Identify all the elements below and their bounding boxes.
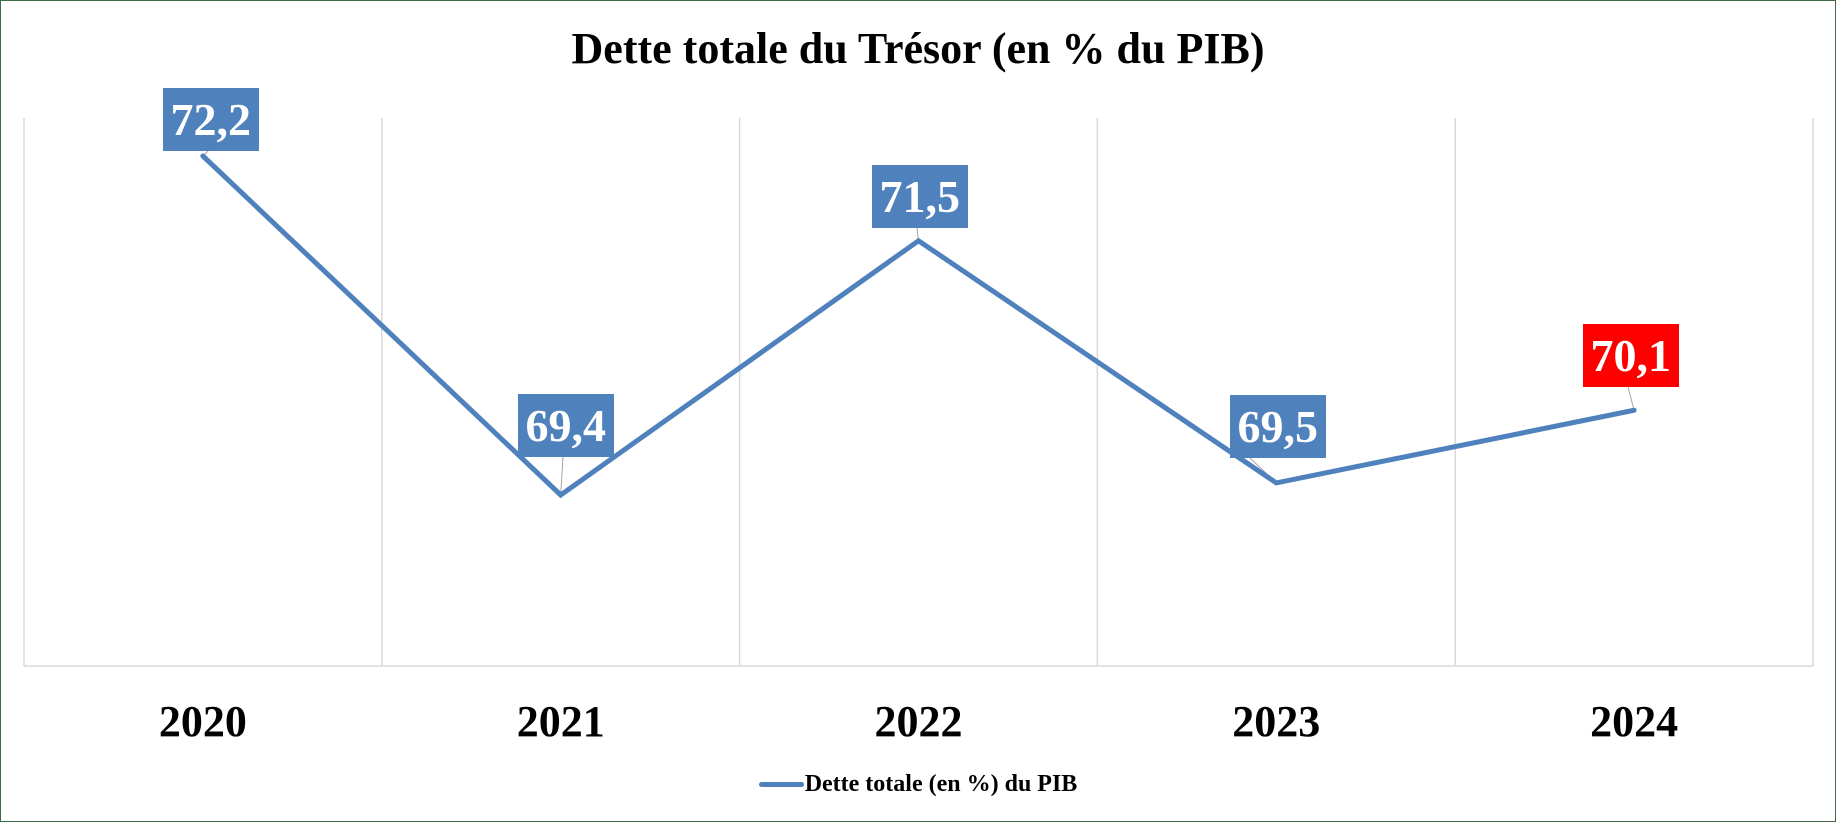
x-axis-label: 2022 xyxy=(874,697,963,746)
legend-label: Dette totale (en %) du PIB xyxy=(804,771,1078,797)
x-axis-label: 2021 xyxy=(516,697,605,746)
series-line xyxy=(200,153,1637,499)
data-label: 69,4 xyxy=(517,394,614,457)
leader-line xyxy=(560,456,564,496)
x-axis-label: 2023 xyxy=(1232,697,1321,746)
legend: Dette totale (en %) du PIB xyxy=(1,771,1835,798)
line-swatch-icon xyxy=(758,782,804,787)
data-label: 72,2 xyxy=(162,88,259,151)
data-label: 71,5 xyxy=(871,165,968,228)
x-axis-label: 2024 xyxy=(1590,697,1679,746)
data-label: 70,1 xyxy=(1582,324,1679,387)
x-axis-label: 2020 xyxy=(158,697,247,746)
data-label: 69,5 xyxy=(1229,395,1326,458)
chart-title: Dette totale du Trésor (en % du PIB) xyxy=(571,24,1265,73)
leader-line xyxy=(1627,386,1635,411)
